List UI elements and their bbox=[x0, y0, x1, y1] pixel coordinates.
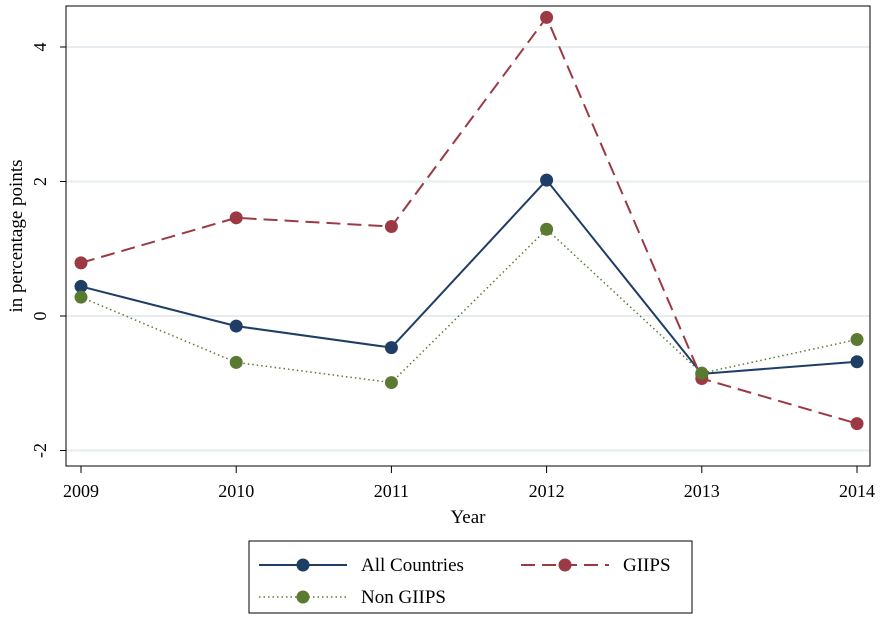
data-point-all-countries bbox=[229, 319, 243, 333]
gridlines bbox=[66, 46, 870, 452]
data-point-all-countries bbox=[74, 279, 88, 293]
data-point-non-giips bbox=[229, 355, 243, 369]
legend-marker-giips bbox=[558, 558, 572, 572]
y-tick-label: -2 bbox=[30, 443, 50, 458]
data-point-giips bbox=[850, 417, 864, 431]
legend-marker-all-countries bbox=[296, 558, 310, 572]
x-tick-label: 2011 bbox=[374, 481, 409, 501]
x-tick-label: 2013 bbox=[684, 481, 720, 501]
x-tick-label: 2010 bbox=[218, 481, 254, 501]
legend-label-giips: GIIPS bbox=[623, 555, 671, 576]
series-points bbox=[74, 10, 864, 431]
data-point-non-giips bbox=[74, 290, 88, 304]
x-axis: 2009 2010 2011 2012 2013 2014 bbox=[63, 466, 875, 501]
legend bbox=[248, 540, 693, 614]
data-point-all-countries bbox=[540, 173, 554, 187]
data-point-giips bbox=[384, 220, 398, 234]
data-point-non-giips bbox=[540, 222, 554, 236]
data-point-all-countries bbox=[384, 341, 398, 355]
series-lines bbox=[80, 15, 858, 425]
legend-marker-non-giips bbox=[296, 590, 310, 604]
series-line-giips bbox=[80, 15, 858, 425]
legend-items: All Countries GIIPS Non GIIPS bbox=[259, 555, 671, 608]
x-tick-label: 2014 bbox=[839, 481, 875, 501]
data-point-all-countries bbox=[850, 355, 864, 369]
y-tick-label: 2 bbox=[30, 177, 50, 186]
data-point-non-giips bbox=[384, 376, 398, 390]
data-point-non-giips bbox=[695, 366, 709, 380]
legend-label-all-countries: All Countries bbox=[361, 555, 464, 576]
y-tick-label: 0 bbox=[30, 312, 50, 321]
x-axis-title: Year bbox=[450, 507, 486, 528]
series-line-non-giips bbox=[80, 228, 858, 384]
y-axis: -2 0 2 4 bbox=[30, 43, 66, 458]
data-point-non-giips bbox=[850, 333, 864, 347]
series-line-all-countries bbox=[80, 178, 858, 375]
y-axis-title: in percentage points bbox=[6, 159, 27, 312]
plot-frame bbox=[65, 5, 871, 467]
legend-label-non-giips: Non GIIPS bbox=[361, 587, 446, 608]
x-tick-label: 2012 bbox=[529, 481, 565, 501]
data-point-giips bbox=[540, 10, 554, 24]
data-point-giips bbox=[229, 211, 243, 225]
y-tick-label: 4 bbox=[30, 43, 50, 52]
x-tick-label: 2009 bbox=[63, 481, 99, 501]
data-point-giips bbox=[74, 256, 88, 270]
